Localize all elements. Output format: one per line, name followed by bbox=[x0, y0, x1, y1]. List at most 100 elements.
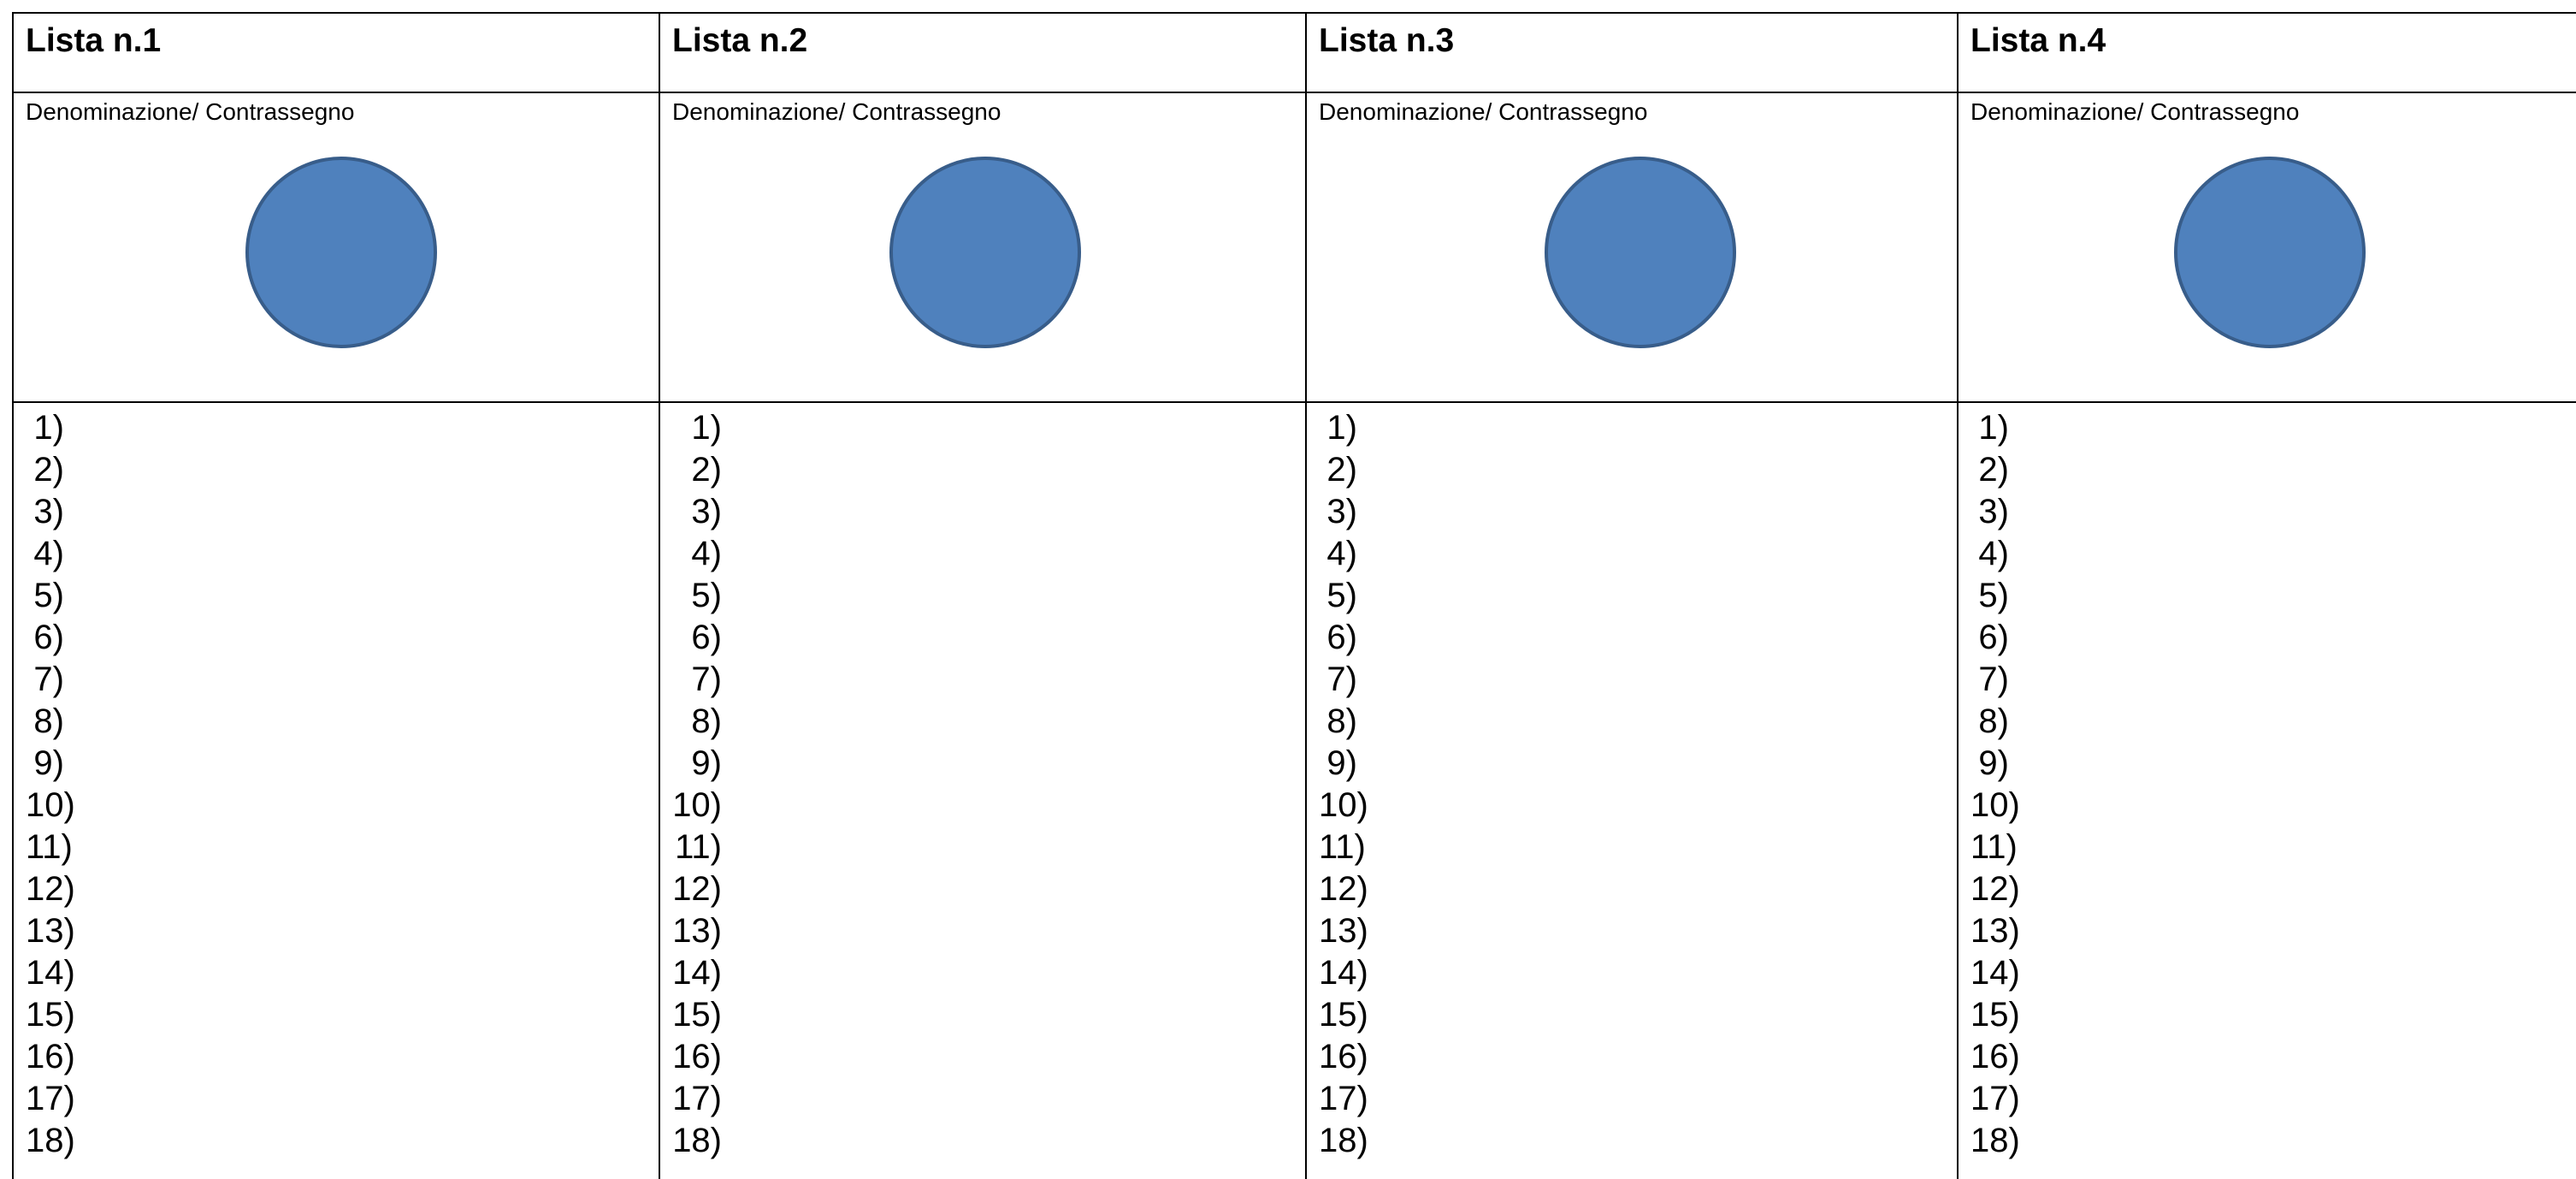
candidate-line: 15) bbox=[672, 993, 722, 1035]
candidate-number: 10) bbox=[1319, 785, 1368, 824]
candidate-number: 13) bbox=[672, 911, 722, 950]
candidate-line: 11) bbox=[1319, 826, 1366, 868]
candidate-line: 1) bbox=[672, 406, 722, 448]
candidate-line: 16) bbox=[1319, 1035, 1368, 1077]
candidate-number: 16) bbox=[26, 1037, 75, 1075]
candidate-number: 10) bbox=[26, 785, 75, 824]
candidate-line: 6) bbox=[1970, 616, 2009, 658]
candidate-number: 18) bbox=[672, 1121, 722, 1159]
list-1-title: Lista n.1 bbox=[26, 22, 162, 59]
candidate-number: 12) bbox=[1970, 869, 2020, 908]
candidate-number: 6) bbox=[691, 618, 722, 656]
candidate-number: 7) bbox=[691, 660, 722, 698]
candidate-line: 13) bbox=[672, 909, 722, 951]
candidate-line: 3) bbox=[1970, 490, 2009, 532]
list-3-denomination-label: Denominazione/ Contrassegno bbox=[1319, 98, 1648, 125]
candidate-line: 13) bbox=[1319, 909, 1368, 951]
candidate-line: 7) bbox=[1970, 658, 2009, 700]
candidate-number: 1) bbox=[691, 408, 722, 447]
candidate-line: 14) bbox=[1319, 951, 1368, 993]
list-4-candidates: 1) 2) 3) 4) 5) 6) 7) 8) 9) 10) 11) 12) 13) 14) 15) 16) 1… bbox=[1970, 406, 2020, 1161]
ballot-lists-table: Lista n.1 Lista n.2 Lista n.3 Lista n.4 … bbox=[12, 12, 2576, 1179]
candidate-line: 4) bbox=[1319, 532, 1357, 574]
candidate-line: 12) bbox=[672, 868, 722, 909]
candidate-line: 6) bbox=[1319, 616, 1357, 658]
list-2-title-cell: Lista n.2 bbox=[660, 14, 1307, 93]
list-1-title-cell: Lista n.1 bbox=[14, 14, 660, 93]
candidate-line: 9) bbox=[26, 742, 64, 784]
candidate-line: 17) bbox=[1319, 1077, 1368, 1119]
candidate-number: 8) bbox=[33, 702, 64, 740]
candidate-line: 13) bbox=[26, 909, 75, 951]
candidate-line: 8) bbox=[1319, 700, 1357, 742]
candidate-line: 10) bbox=[1970, 784, 2020, 826]
candidate-number: 14) bbox=[26, 953, 75, 992]
candidate-number: 13) bbox=[1319, 911, 1368, 950]
candidate-line: 9) bbox=[1319, 742, 1357, 784]
candidate-line: 18) bbox=[1970, 1119, 2020, 1161]
list-1-symbol-cell: Denominazione/ Contrassegno bbox=[14, 93, 660, 403]
candidate-number: 3) bbox=[1978, 492, 2009, 530]
candidate-number: 9) bbox=[33, 744, 64, 782]
list-3-title-cell: Lista n.3 bbox=[1307, 14, 1959, 93]
candidate-number: 17) bbox=[1319, 1079, 1368, 1117]
candidate-line: 18) bbox=[672, 1119, 722, 1161]
list-1-candidates-cell: 1) 2) 3) 4) 5) 6) 7) 8) 9) 10) 11) 12) 13) 14) 15) 16) 1… bbox=[14, 403, 660, 1179]
candidate-number: 3) bbox=[1326, 492, 1357, 530]
candidate-line: 9) bbox=[672, 742, 722, 784]
candidate-number: 13) bbox=[26, 911, 75, 950]
list-1-logo-circle bbox=[245, 157, 437, 348]
candidate-number: 14) bbox=[1970, 953, 2020, 992]
candidate-number: 11) bbox=[1319, 827, 1366, 866]
candidate-line: 11) bbox=[1970, 826, 2018, 868]
candidate-line: 5) bbox=[1319, 574, 1357, 616]
candidate-number: 9) bbox=[1326, 744, 1357, 782]
candidate-number: 11) bbox=[675, 827, 722, 866]
list-2-logo-circle bbox=[889, 157, 1081, 348]
candidate-line: 15) bbox=[26, 993, 75, 1035]
list-4-title-cell: Lista n.4 bbox=[1959, 14, 2576, 93]
candidate-number: 12) bbox=[1319, 869, 1368, 908]
candidate-number: 15) bbox=[1970, 995, 2020, 1034]
candidate-number: 16) bbox=[672, 1037, 722, 1075]
candidate-line: 8) bbox=[672, 700, 722, 742]
candidate-number: 2) bbox=[1326, 450, 1357, 489]
candidate-line: 7) bbox=[1319, 658, 1357, 700]
candidate-number: 14) bbox=[672, 953, 722, 992]
list-4-denomination-label: Denominazione/ Contrassegno bbox=[1970, 98, 2300, 125]
list-4-symbol-cell: Denominazione/ Contrassegno bbox=[1959, 93, 2576, 403]
candidate-line: 14) bbox=[1970, 951, 2020, 993]
candidate-number: 15) bbox=[672, 995, 722, 1034]
list-2-candidates: 1) 2) 3) 4) 5) 6) 7) 8) 9) 10) 11) 12) 13) 14) 15) 16) 1… bbox=[672, 406, 722, 1161]
candidate-number: 4) bbox=[1978, 534, 2009, 572]
candidate-number: 7) bbox=[1978, 660, 2009, 698]
candidate-line: 2) bbox=[1970, 448, 2009, 490]
list-4-title: Lista n.4 bbox=[1970, 22, 2106, 59]
candidate-line: 11) bbox=[26, 826, 73, 868]
candidate-line: 14) bbox=[672, 951, 722, 993]
candidate-number: 18) bbox=[1319, 1121, 1368, 1159]
candidate-line: 4) bbox=[672, 532, 722, 574]
candidate-line: 5) bbox=[26, 574, 64, 616]
candidate-number: 8) bbox=[1326, 702, 1357, 740]
list-2-title: Lista n.2 bbox=[672, 22, 808, 59]
list-2-denomination-label: Denominazione/ Contrassegno bbox=[672, 98, 1001, 125]
candidate-line: 5) bbox=[1970, 574, 2009, 616]
candidate-number: 4) bbox=[33, 534, 64, 572]
candidate-number: 6) bbox=[1326, 618, 1357, 656]
candidate-line: 2) bbox=[1319, 448, 1357, 490]
candidate-number: 18) bbox=[1970, 1121, 2020, 1159]
candidate-line: 2) bbox=[672, 448, 722, 490]
candidate-number: 16) bbox=[1970, 1037, 2020, 1075]
candidate-number: 17) bbox=[26, 1079, 75, 1117]
candidate-number: 2) bbox=[33, 450, 64, 489]
candidate-line: 13) bbox=[1970, 909, 2020, 951]
candidate-number: 15) bbox=[1319, 995, 1368, 1034]
candidate-number: 16) bbox=[1319, 1037, 1368, 1075]
candidate-number: 5) bbox=[1326, 576, 1357, 614]
candidate-line: 18) bbox=[26, 1119, 75, 1161]
candidate-number: 7) bbox=[1326, 660, 1357, 698]
candidate-number: 17) bbox=[672, 1079, 722, 1117]
candidate-line: 17) bbox=[672, 1077, 722, 1119]
candidate-line: 18) bbox=[1319, 1119, 1368, 1161]
